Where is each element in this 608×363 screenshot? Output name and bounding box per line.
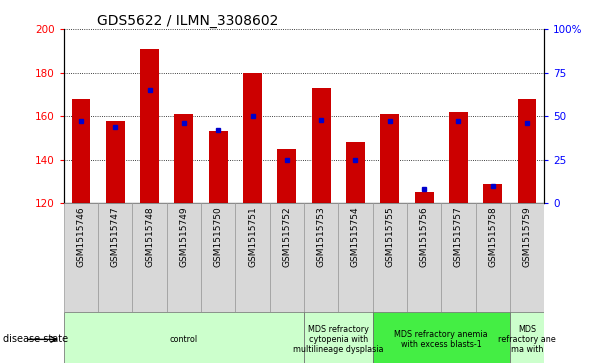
Bar	[407, 203, 441, 312]
Bar	[243, 73, 262, 203]
Text: GSM1515746: GSM1515746	[77, 207, 86, 267]
Text: GSM1515754: GSM1515754	[351, 207, 360, 267]
Bar	[140, 49, 159, 203]
Text: GSM1515752: GSM1515752	[282, 207, 291, 267]
Bar	[72, 99, 91, 203]
Bar	[167, 203, 201, 312]
Text: GDS5622 / ILMN_3308602: GDS5622 / ILMN_3308602	[97, 14, 279, 28]
Bar	[449, 112, 468, 203]
Text: MDS refractory
cytopenia with
multilineage dysplasia: MDS refractory cytopenia with multilinea…	[293, 325, 384, 354]
Text: GSM1515756: GSM1515756	[420, 207, 429, 267]
Bar	[381, 114, 399, 203]
Bar	[510, 312, 544, 363]
Bar	[64, 312, 304, 363]
Bar	[346, 142, 365, 203]
Bar	[201, 203, 235, 312]
Bar	[133, 203, 167, 312]
Bar	[277, 149, 296, 203]
Text: GSM1515759: GSM1515759	[522, 207, 531, 267]
Bar	[98, 203, 133, 312]
Text: MDS
refractory ane
ma with: MDS refractory ane ma with	[498, 325, 556, 354]
Bar	[106, 121, 125, 203]
Bar	[209, 131, 227, 203]
Text: GSM1515755: GSM1515755	[385, 207, 394, 267]
Text: disease state: disease state	[3, 334, 68, 344]
Text: GSM1515748: GSM1515748	[145, 207, 154, 267]
Bar	[304, 312, 373, 363]
Bar	[304, 203, 338, 312]
Text: MDS refractory anemia
with excess blasts-1: MDS refractory anemia with excess blasts…	[395, 330, 488, 349]
Text: GSM1515747: GSM1515747	[111, 207, 120, 267]
Bar	[415, 192, 434, 203]
Bar	[483, 184, 502, 203]
Bar	[475, 203, 510, 312]
Bar	[338, 203, 373, 312]
Bar	[517, 99, 536, 203]
Text: control: control	[170, 335, 198, 344]
Bar	[373, 203, 407, 312]
Text: GSM1515753: GSM1515753	[317, 207, 326, 267]
Bar	[235, 203, 270, 312]
Text: GSM1515750: GSM1515750	[214, 207, 223, 267]
Bar	[312, 88, 331, 203]
Bar	[373, 312, 510, 363]
Text: GSM1515749: GSM1515749	[179, 207, 188, 267]
Text: GSM1515758: GSM1515758	[488, 207, 497, 267]
Text: GSM1515757: GSM1515757	[454, 207, 463, 267]
Bar	[64, 203, 98, 312]
Text: GSM1515751: GSM1515751	[248, 207, 257, 267]
Bar	[174, 114, 193, 203]
Bar	[441, 203, 475, 312]
Bar	[270, 203, 304, 312]
Bar	[510, 203, 544, 312]
